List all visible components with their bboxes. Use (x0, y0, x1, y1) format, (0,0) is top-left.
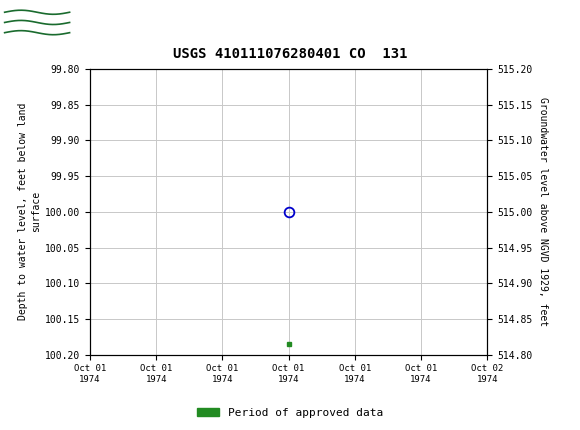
Y-axis label: Depth to water level, feet below land
surface: Depth to water level, feet below land su… (19, 103, 41, 320)
Text: USGS: USGS (78, 12, 122, 29)
Y-axis label: Groundwater level above NGVD 1929, feet: Groundwater level above NGVD 1929, feet (538, 97, 548, 326)
Text: USGS 410111076280401 CO  131: USGS 410111076280401 CO 131 (173, 47, 407, 61)
FancyBboxPatch shape (3, 2, 72, 39)
Legend: Period of approved data: Period of approved data (193, 403, 387, 422)
